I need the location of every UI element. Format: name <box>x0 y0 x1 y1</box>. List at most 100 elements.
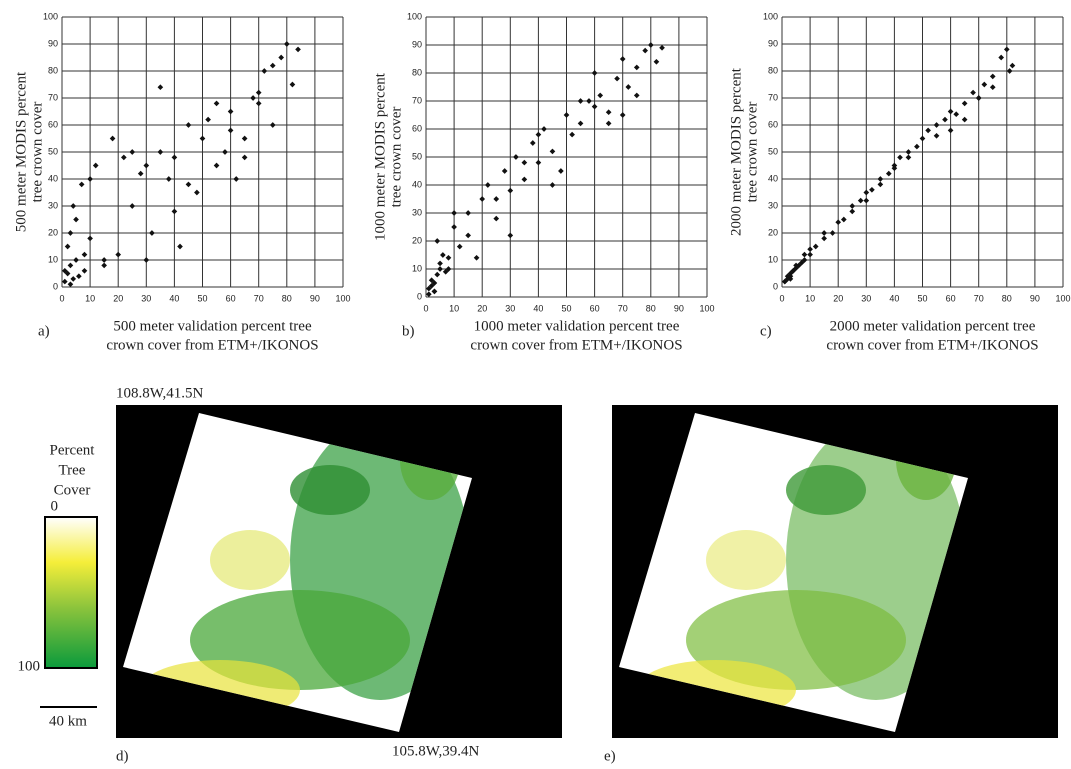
point <box>925 127 931 134</box>
point <box>807 246 813 253</box>
point <box>157 149 164 155</box>
point <box>513 154 519 160</box>
point <box>227 108 234 115</box>
point <box>440 252 446 258</box>
corner-label: 105.8W,39.4N <box>392 743 480 759</box>
x-tick-label: 40 <box>889 293 899 303</box>
point <box>157 84 164 91</box>
point <box>269 62 276 69</box>
point <box>213 100 220 107</box>
point <box>129 149 136 155</box>
legend-title: Tree <box>59 462 86 478</box>
y-tick-label: 20 <box>48 227 58 237</box>
y-tick-label: 20 <box>768 227 778 237</box>
point <box>425 291 432 298</box>
y-tick-label: 50 <box>768 146 778 156</box>
legend-title: Cover <box>54 482 91 498</box>
y-tick-label: 60 <box>412 123 422 133</box>
point <box>507 187 514 194</box>
point <box>120 154 127 161</box>
point <box>149 230 155 236</box>
point <box>933 132 940 139</box>
y-axis-label: tree crown cover <box>388 107 404 208</box>
x-tick-label: 60 <box>946 293 956 303</box>
point <box>801 251 808 258</box>
point <box>185 122 192 128</box>
point <box>222 149 228 155</box>
point <box>781 278 788 285</box>
point <box>659 44 665 51</box>
point <box>437 266 443 272</box>
y-tick-label: 60 <box>48 119 58 129</box>
point <box>493 215 500 222</box>
y-tick-label: 30 <box>48 200 58 210</box>
point <box>177 243 183 250</box>
y-tick-label: 50 <box>48 146 58 156</box>
panel-label: e) <box>604 748 616 764</box>
y-tick-label: 70 <box>768 92 778 102</box>
y-tick-label: 100 <box>407 11 422 21</box>
point <box>67 262 74 269</box>
point <box>970 89 976 96</box>
point <box>961 116 968 123</box>
point <box>535 131 542 138</box>
point <box>278 54 285 61</box>
point <box>605 109 612 116</box>
point <box>73 257 79 263</box>
point <box>1003 46 1010 53</box>
point <box>989 84 996 91</box>
point <box>549 148 556 155</box>
point <box>998 54 1005 61</box>
x-tick-label: 100 <box>1055 293 1070 303</box>
point <box>535 159 542 166</box>
point <box>295 46 301 53</box>
x-tick-label: 0 <box>779 293 784 303</box>
y-tick-label: 10 <box>48 254 58 264</box>
point <box>947 108 954 115</box>
point <box>171 154 178 161</box>
point <box>919 135 926 142</box>
point <box>849 208 856 215</box>
legend-title: Percent <box>50 442 96 458</box>
point <box>642 47 649 54</box>
point <box>614 75 620 82</box>
point <box>591 103 598 110</box>
point <box>165 176 172 182</box>
y-tick-label: 0 <box>773 281 778 291</box>
y-tick-label: 30 <box>768 200 778 210</box>
point <box>76 273 82 280</box>
map-d <box>116 405 562 738</box>
x-tick-label: 90 <box>310 293 320 303</box>
point <box>914 143 920 150</box>
point <box>905 154 912 161</box>
point <box>109 135 116 142</box>
point <box>484 182 491 188</box>
y-tick-label: 100 <box>763 11 778 21</box>
y-tick-label: 50 <box>412 151 422 161</box>
scatter-chart: 0 10 20 30 40 50 60 70 80 90 100 0 10 20 30 40 50 60 70 80 9… <box>728 11 1070 353</box>
point <box>67 281 74 288</box>
point <box>241 154 248 161</box>
x-axis-label: 2000 meter validation percent tree <box>830 318 1036 334</box>
point <box>70 203 77 209</box>
point <box>619 112 626 118</box>
y-tick-label: 90 <box>48 38 58 48</box>
point <box>812 243 819 250</box>
point <box>67 230 74 236</box>
point <box>227 127 234 134</box>
point <box>605 120 612 127</box>
legend-colorbar <box>44 516 98 669</box>
point <box>653 58 660 65</box>
x-tick-label: 30 <box>505 303 515 313</box>
x-tick-label: 80 <box>646 303 656 313</box>
point <box>434 271 441 278</box>
x-tick-label: 0 <box>423 303 428 313</box>
point <box>1009 62 1016 69</box>
x-tick-label: 50 <box>561 303 571 313</box>
panel-label: d) <box>116 748 129 764</box>
x-axis-label: crown cover from ETM+/IKONOS <box>826 337 1038 353</box>
point <box>891 165 898 172</box>
y-tick-label: 10 <box>768 254 778 264</box>
x-tick-label: 100 <box>335 293 350 303</box>
point <box>877 176 884 182</box>
